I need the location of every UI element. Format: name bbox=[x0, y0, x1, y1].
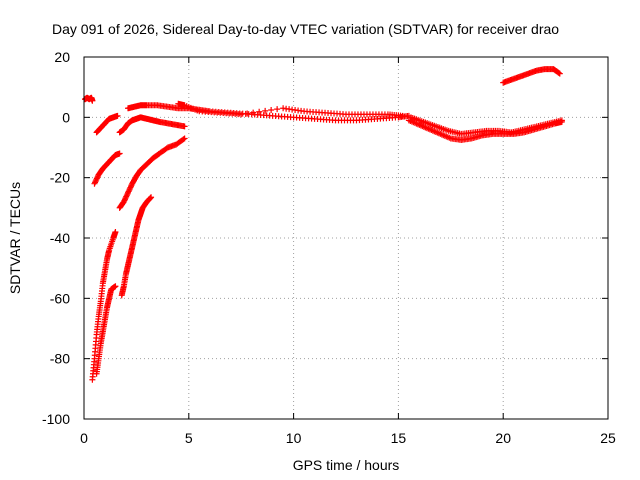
series-trace-1 bbox=[82, 94, 96, 104]
x-tick-labels: 0 5 10 15 20 25 bbox=[80, 430, 616, 446]
y-tick-label: -80 bbox=[50, 351, 70, 367]
data-point bbox=[274, 106, 281, 113]
data-point bbox=[558, 117, 565, 124]
data-point bbox=[238, 111, 245, 118]
series-trace-3 bbox=[91, 150, 123, 187]
chart-title: Day 091 of 2026, Sidereal Day-to-day VTE… bbox=[52, 21, 559, 37]
series-trace-9 bbox=[125, 102, 412, 124]
series-trace-6 bbox=[116, 114, 188, 136]
series-trace-12 bbox=[407, 114, 565, 137]
y-tick-label: 0 bbox=[62, 109, 70, 125]
series-trace-10 bbox=[175, 100, 406, 119]
x-tick-label: 5 bbox=[185, 430, 193, 446]
series-trace-11 bbox=[405, 117, 565, 143]
x-tick-label: 20 bbox=[495, 430, 511, 446]
data-point bbox=[256, 108, 263, 115]
x-tick-label: 25 bbox=[600, 430, 616, 446]
plot-frame bbox=[83, 56, 609, 420]
data-point bbox=[268, 107, 275, 114]
data-point bbox=[112, 228, 119, 235]
data-point bbox=[180, 136, 187, 143]
data-point bbox=[114, 112, 121, 119]
y-tick-label: -60 bbox=[50, 290, 70, 306]
y-tick-label: -100 bbox=[42, 411, 70, 427]
grid-layer bbox=[84, 57, 608, 419]
series-trace-7 bbox=[116, 135, 188, 211]
series-trace-2 bbox=[93, 112, 121, 136]
x-axis-label: GPS time / hours bbox=[293, 457, 400, 473]
tick-layer bbox=[83, 56, 609, 420]
data-point bbox=[556, 70, 563, 77]
series-trace-8 bbox=[118, 194, 155, 299]
y-axis-label: SDTVAR / TECUs bbox=[7, 182, 23, 294]
y-tick-labels: -100 -80 -60 -40 -20 0 20 bbox=[42, 49, 70, 427]
series-trace-4 bbox=[89, 228, 119, 383]
x-tick-label: 15 bbox=[391, 430, 407, 446]
data-point bbox=[89, 97, 96, 104]
series-trace-5 bbox=[93, 283, 119, 377]
data-point bbox=[181, 135, 188, 142]
y-tick-label: -40 bbox=[50, 230, 70, 246]
x-tick-label: 10 bbox=[286, 430, 302, 446]
y-tick-label: 20 bbox=[54, 49, 70, 65]
data-point bbox=[116, 150, 123, 157]
data-point bbox=[262, 107, 269, 114]
data-point bbox=[112, 283, 119, 290]
data-point bbox=[250, 109, 257, 116]
series-trace-13 bbox=[500, 66, 563, 86]
data-point bbox=[555, 69, 562, 76]
y-tick-label: -20 bbox=[50, 170, 70, 186]
data-point bbox=[148, 194, 155, 201]
data-point bbox=[181, 123, 188, 130]
x-tick-label: 0 bbox=[80, 430, 88, 446]
data-point bbox=[244, 110, 251, 117]
data-point bbox=[399, 112, 406, 119]
data-marks bbox=[82, 66, 565, 383]
